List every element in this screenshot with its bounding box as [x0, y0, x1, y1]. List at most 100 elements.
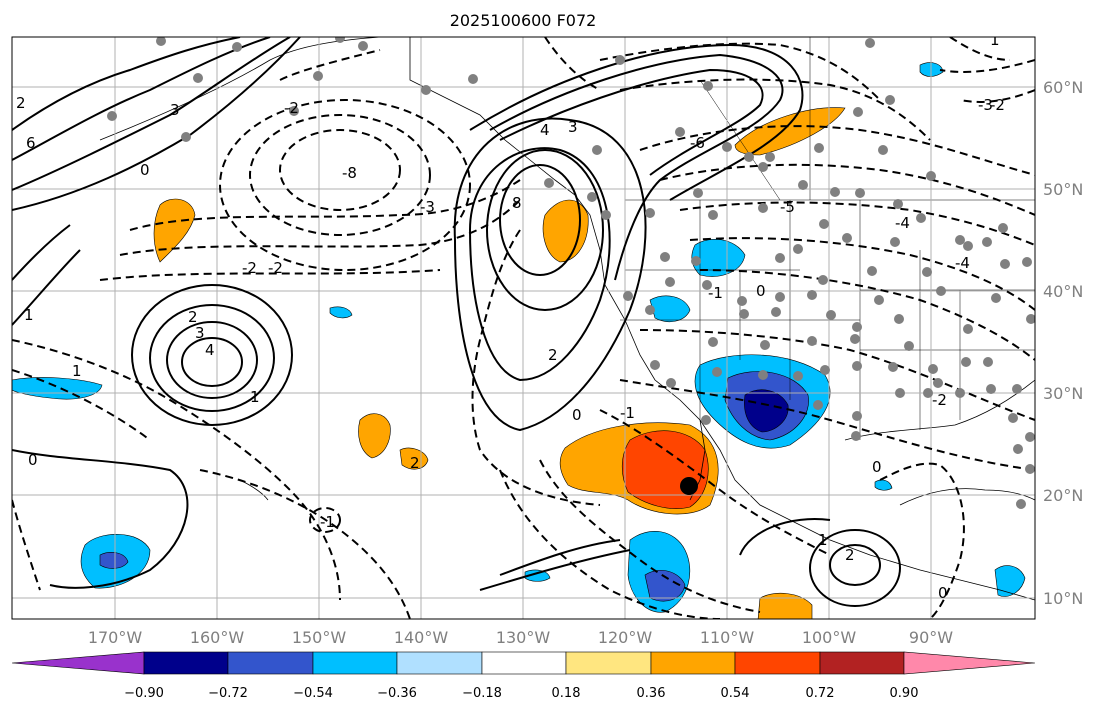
contour-label: 1: [24, 306, 34, 324]
positive-anomaly-pacific-1: [358, 413, 391, 459]
contour-label: -5: [780, 198, 795, 216]
contour-label: 2: [16, 94, 26, 112]
lon-label: 130°W: [496, 628, 551, 647]
colorbar-segment: [396, 651, 483, 675]
colorbar-tick-label: −0.36: [377, 686, 417, 701]
negative-anomaly-small-1: [329, 306, 353, 319]
colorbar-tick-label: 0.18: [552, 686, 581, 701]
lat-label: 20°N: [1043, 486, 1083, 505]
map-title: 2025100600 F072: [450, 11, 597, 30]
contour-label: 0: [28, 451, 38, 469]
map-frame: [11, 36, 1036, 620]
negative-anomaly-arizona: [649, 295, 691, 323]
colorbar: [11, 651, 1036, 675]
contour-label: -2: [284, 99, 299, 117]
contour-label: 4: [540, 121, 550, 139]
contour-label: 8: [512, 194, 522, 212]
lon-label: 90°W: [909, 628, 953, 647]
contour-label: -1: [708, 284, 723, 302]
colorbar-segment: [734, 651, 821, 675]
positive-contours: [12, 37, 901, 607]
negative-anomaly-texas-core: [744, 389, 789, 433]
lat-label: 40°N: [1043, 282, 1083, 301]
lon-label: 100°W: [802, 628, 857, 647]
contour-label: -4: [955, 254, 970, 272]
contour-label: -3: [420, 198, 435, 216]
colorbar-low-extension: [11, 651, 145, 675]
colorbar-segment: [565, 651, 652, 675]
positive-anomaly-california: [542, 199, 589, 263]
lon-label: 160°W: [190, 628, 245, 647]
contour-label: 3: [568, 118, 578, 136]
lon-label: 110°W: [700, 628, 755, 647]
contour-label: -8: [342, 164, 357, 182]
lat-label: 30°N: [1043, 384, 1083, 403]
colorbar-tick-label: 0.90: [890, 686, 919, 701]
colorbar-high-extension: [903, 651, 1036, 675]
colorbar-segment: [481, 651, 567, 675]
colorbar-segment: [227, 651, 314, 675]
storm-center-marker: [680, 477, 698, 495]
colorbar-tick-label: 0.36: [637, 686, 666, 701]
contour-label: 1: [72, 362, 82, 380]
contour-label: 2: [188, 308, 198, 326]
contour-label: 4: [205, 341, 215, 359]
colorbar-segment: [819, 651, 905, 675]
lon-label: 140°W: [394, 628, 449, 647]
contour-label: -3: [978, 96, 993, 114]
contour-label: -2: [242, 259, 257, 277]
lat-label: 60°N: [1043, 78, 1083, 97]
negative-anomaly-small-2: [524, 569, 551, 582]
lat-label: 10°N: [1043, 589, 1083, 608]
contour-label: -2: [932, 391, 947, 409]
contour-label: 2: [845, 546, 855, 564]
contour-label: 3: [170, 101, 180, 119]
contour-label: 1: [990, 31, 1000, 49]
contour-label: 0: [140, 161, 150, 179]
contour-label: 6: [26, 134, 36, 152]
contour-label: 0: [572, 406, 582, 424]
contour-label: 1: [250, 388, 260, 406]
contour-label: 0: [756, 282, 766, 300]
contour-label: -2: [268, 259, 283, 277]
colorbar-segment: [312, 651, 398, 675]
colorbar-tick-label: 0.72: [806, 686, 835, 701]
station-markers: [107, 37, 1035, 509]
colorbar-tick-label: −0.90: [124, 686, 164, 701]
contour-label: -1: [620, 404, 635, 422]
contour-label: -2: [990, 96, 1005, 114]
lon-label: 120°W: [598, 628, 653, 647]
colorbar-ticks: −0.90 −0.72 −0.54 −0.36 −0.18 0.18 0.36 …: [124, 686, 918, 701]
colorbar-tick-label: −0.18: [462, 686, 502, 701]
contour-label: 2: [410, 454, 420, 472]
colorbar-segment: [650, 651, 736, 675]
contour-label: 1: [818, 531, 828, 549]
contour-label: 2: [548, 346, 558, 364]
contour-label: -6: [690, 134, 705, 152]
negative-anomaly-central-america: [994, 565, 1026, 597]
colorbar-tick-label: −0.54: [293, 686, 333, 701]
contour-label: -1: [320, 513, 335, 531]
lon-label: 150°W: [292, 628, 347, 647]
longitude-labels: 170°W 160°W 150°W 140°W 130°W 120°W 110°…: [88, 628, 953, 647]
strong-positive-anomaly-mexico: [621, 430, 709, 509]
contour-label: 0: [872, 458, 882, 476]
grid-lines: [12, 37, 1035, 619]
positive-anomaly-aleutian: [153, 198, 196, 263]
contour-label: 0: [938, 584, 948, 602]
lon-label: 170°W: [88, 628, 143, 647]
negative-contours: [12, 37, 1035, 619]
map-panel: 6 4 3 2 1 0 -1 -2 -3 -8 8 -6 -5 -4 4 2 3…: [12, 31, 1035, 619]
colorbar-tick-label: −0.72: [208, 686, 248, 701]
lat-label: 50°N: [1043, 180, 1083, 199]
colorbar-tick-label: 0.54: [721, 686, 750, 701]
latitude-labels: 60°N 50°N 40°N 30°N 20°N 10°N: [1043, 78, 1083, 608]
positive-anomaly-south: [757, 592, 813, 619]
colorbar-segment: [143, 651, 229, 675]
negative-anomaly-hawaii-south-core: [99, 552, 129, 569]
contour-labels: 6 4 3 2 1 0 -1 -2 -3 -8 8 -6 -5 -4 4 2 3…: [16, 31, 1005, 602]
contour-label: -4: [895, 214, 910, 232]
negative-anomaly-offshore-core: [644, 570, 686, 602]
contour-label: 3: [195, 324, 205, 342]
